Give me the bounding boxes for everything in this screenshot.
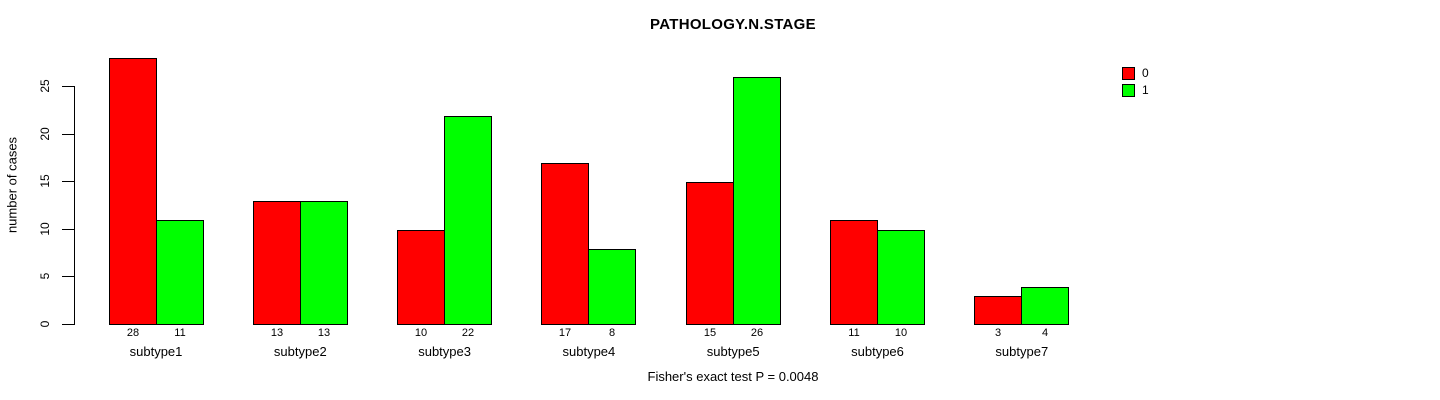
legend-label: 0	[1142, 66, 1149, 80]
bar-1-subtype2	[300, 201, 348, 325]
y-tick	[62, 86, 74, 87]
legend-item: 1	[1122, 82, 1149, 99]
bar-value-label: 3	[994, 327, 1002, 339]
y-axis-line	[74, 86, 75, 325]
bar-value-label: 10	[414, 327, 428, 339]
bar-value-label: 28	[126, 327, 140, 339]
bar-0-subtype6	[830, 220, 878, 325]
category-label: subtype5	[706, 344, 760, 359]
legend-item: 0	[1122, 65, 1149, 82]
bar-value-label: 13	[270, 327, 284, 339]
y-tick-label-text: 5	[38, 273, 52, 280]
bar-1-subtype7	[1021, 287, 1069, 325]
bar-value-label: 11	[848, 327, 860, 339]
bar-0-subtype5	[686, 182, 734, 325]
category-label: subtype3	[418, 344, 471, 359]
bar-value-label: 17	[558, 327, 572, 339]
y-tick	[62, 133, 74, 135]
bar-value-label: 4	[1041, 327, 1049, 339]
bar-1-subtype4	[588, 249, 636, 325]
y-tick-label-text: 20	[38, 126, 52, 141]
bar-0-subtype1	[109, 58, 157, 325]
bar-value-label: 15	[703, 327, 717, 339]
bar-1-subtype5	[733, 77, 781, 325]
bar-1-subtype6	[877, 230, 925, 325]
bar-1-subtype1	[156, 220, 204, 325]
y-tick-label-text: 10	[38, 222, 52, 236]
bar-value-label: 11	[174, 327, 186, 339]
bar-value-label: 26	[750, 327, 764, 339]
legend-swatch-0	[1122, 67, 1135, 80]
y-tick	[62, 276, 74, 278]
bar-value-label: 10	[894, 327, 908, 339]
bar-value-label: 8	[608, 327, 616, 339]
y-tick-label-text: 0	[38, 320, 52, 328]
bar-0-subtype7	[974, 296, 1022, 325]
category-label: subtype7	[995, 344, 1049, 359]
y-axis-label-text: number of cases	[4, 136, 20, 234]
bar-0-subtype3	[397, 230, 445, 325]
y-tick	[62, 324, 74, 325]
chart-title: PATHOLOGY.N.STAGE	[650, 16, 816, 33]
bar-value-label: 22	[461, 327, 475, 339]
legend-swatch-1	[1122, 84, 1135, 97]
stat-annotation: Fisher's exact test P = 0.0048	[647, 369, 819, 384]
y-tick	[62, 181, 74, 183]
y-tick-label-text: 15	[38, 174, 52, 188]
legend-label: 1	[1142, 83, 1149, 97]
category-label: subtype2	[273, 344, 327, 359]
y-tick	[62, 228, 74, 230]
bar-0-subtype4	[541, 163, 589, 325]
y-tick-label-text: 25	[38, 79, 52, 93]
category-label: subtype1	[129, 344, 183, 359]
bar-1-subtype3	[444, 116, 492, 325]
category-label: subtype4	[562, 344, 616, 359]
bar-0-subtype2	[253, 201, 301, 325]
category-label: subtype6	[851, 344, 904, 359]
bar-value-label: 13	[317, 327, 331, 339]
